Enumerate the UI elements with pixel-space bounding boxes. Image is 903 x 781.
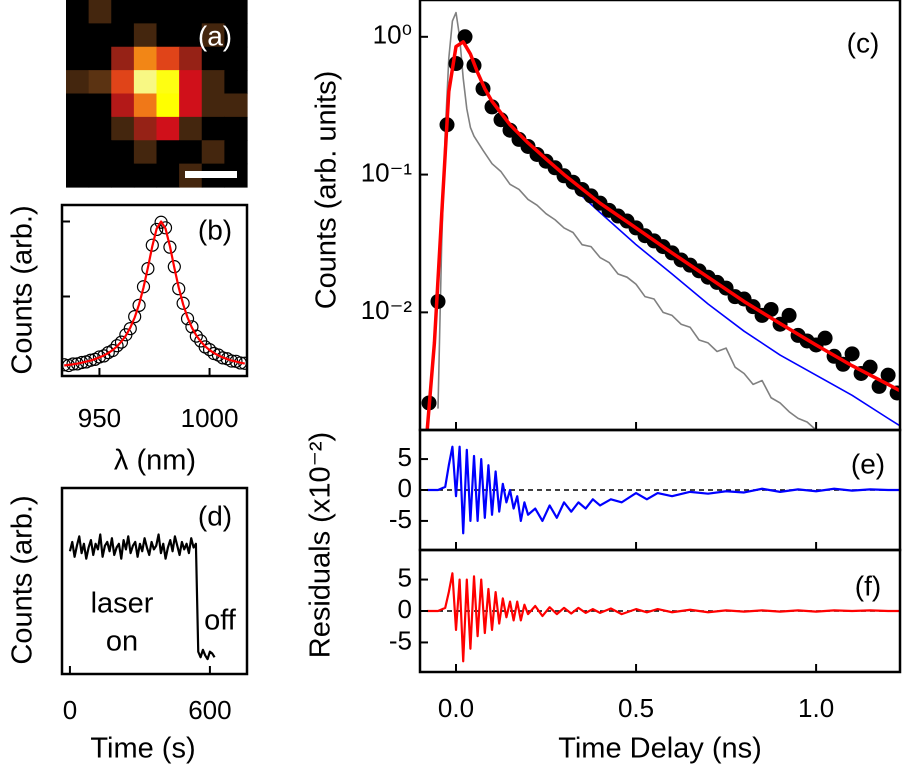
annotation: laser bbox=[91, 588, 154, 620]
y-tick-label: 0 bbox=[398, 594, 412, 624]
frame bbox=[420, 0, 900, 430]
data-line bbox=[427, 573, 900, 661]
scale-bar bbox=[185, 171, 237, 178]
heatmap-cell bbox=[111, 23, 134, 47]
y-axis-label: Counts (arb. units) bbox=[311, 71, 343, 310]
heatmap-cell bbox=[89, 140, 112, 164]
plot-area bbox=[422, 13, 903, 430]
y-tick-label: -5 bbox=[389, 504, 412, 534]
y-tick-label: 0 bbox=[398, 473, 412, 503]
heatmap-cell bbox=[202, 117, 225, 141]
x-axis-label: Time Delay (ns) bbox=[558, 733, 762, 765]
plot-area bbox=[420, 573, 900, 661]
heatmap-cell bbox=[224, 117, 247, 141]
x-tick-label: 600 bbox=[188, 695, 231, 725]
heatmap-cell bbox=[157, 47, 180, 71]
heatmap-cell bbox=[134, 23, 157, 47]
data-line bbox=[427, 42, 900, 430]
panel-label: (c) bbox=[847, 27, 880, 58]
x-axis-label: λ (nm) bbox=[114, 445, 196, 477]
heatmap-cell bbox=[111, 140, 134, 164]
annotation: off bbox=[204, 605, 237, 637]
annotation: on bbox=[106, 626, 138, 658]
heatmap-cell bbox=[134, 94, 157, 118]
y-tick-label: 10⁻² bbox=[361, 295, 413, 325]
x-axis-label: Time (s) bbox=[90, 733, 195, 765]
heatmap-cell bbox=[111, 164, 134, 188]
heatmap-cell bbox=[89, 70, 112, 94]
heatmap-cell bbox=[179, 94, 202, 118]
heatmap-cell bbox=[89, 164, 112, 188]
heatmap-cell bbox=[202, 70, 225, 94]
y-axis-label: Counts (arb.) bbox=[7, 495, 39, 664]
heatmap-cell bbox=[111, 94, 134, 118]
heatmap-cell bbox=[66, 23, 89, 47]
x-tick-label: 950 bbox=[78, 403, 121, 433]
heatmap-cell bbox=[224, 70, 247, 94]
y-tick-label: 5 bbox=[398, 562, 412, 592]
heatmap-cell bbox=[66, 70, 89, 94]
x-tick-label: 0.0 bbox=[438, 693, 474, 723]
heatmap-cell bbox=[66, 0, 89, 24]
heatmap-cell bbox=[179, 140, 202, 164]
heatmap-cell bbox=[89, 94, 112, 118]
heatmap-cell bbox=[202, 94, 225, 118]
figure: (a) 950 1000 λ (nm) Counts (arb.) (b) 10⁰ 10⁻¹ 1… bbox=[0, 0, 903, 781]
heatmap-cell bbox=[224, 94, 247, 118]
heatmap-cell bbox=[134, 117, 157, 141]
heatmap-cell bbox=[134, 164, 157, 188]
heatmap-cell bbox=[66, 117, 89, 141]
heatmap-cell bbox=[66, 140, 89, 164]
heatmap-cell bbox=[111, 117, 134, 141]
heatmap-cell bbox=[89, 0, 112, 24]
heatmap-cell bbox=[179, 70, 202, 94]
heatmap-cell bbox=[134, 47, 157, 71]
panel-label: (a) bbox=[198, 20, 232, 51]
heatmap-cell bbox=[134, 70, 157, 94]
heatmap-cell bbox=[134, 140, 157, 164]
heatmap-cell bbox=[111, 47, 134, 71]
heatmap-cell bbox=[89, 23, 112, 47]
heatmap-cell bbox=[224, 140, 247, 164]
heatmap-cell bbox=[66, 47, 89, 71]
y-axis-label: Counts (arb.) bbox=[7, 205, 39, 374]
y-tick-label: 5 bbox=[398, 442, 412, 472]
heatmap-cell bbox=[157, 70, 180, 94]
y-axis-label: Residuals (x10⁻²) bbox=[305, 432, 337, 658]
heatmap-cell bbox=[111, 70, 134, 94]
panel-label: (f) bbox=[855, 570, 881, 601]
heatmap-cell bbox=[157, 164, 180, 188]
data-line bbox=[427, 42, 900, 430]
heatmap-cell bbox=[157, 94, 180, 118]
heatmap-cell bbox=[179, 117, 202, 141]
x-tick-label: 1000 bbox=[181, 403, 239, 433]
x-tick-label: 0 bbox=[63, 695, 77, 725]
y-tick-label: 10⁰ bbox=[373, 20, 412, 50]
data-point bbox=[782, 308, 797, 323]
y-tick-label: 10⁻¹ bbox=[361, 157, 413, 187]
heatmap-cell bbox=[134, 0, 157, 24]
heatmap-cell bbox=[89, 117, 112, 141]
panel-label: (e) bbox=[851, 448, 885, 479]
heatmap-cell bbox=[89, 47, 112, 71]
page: (a) 950 1000 λ (nm) Counts (arb.) (b) 10⁰ 10⁻¹ 1… bbox=[0, 0, 903, 781]
heatmap-cell bbox=[202, 140, 225, 164]
data-point bbox=[845, 346, 860, 361]
panel-label: (b) bbox=[198, 214, 232, 245]
heatmap-cell bbox=[157, 140, 180, 164]
data-point bbox=[818, 331, 833, 346]
y-tick-label: -5 bbox=[389, 625, 412, 655]
heatmap-cell bbox=[157, 0, 180, 24]
heatmap-cell bbox=[66, 94, 89, 118]
heatmap-cell bbox=[66, 164, 89, 188]
x-tick-label: 1.0 bbox=[798, 693, 834, 723]
heatmap-cell bbox=[157, 23, 180, 47]
heatmap-cell bbox=[157, 117, 180, 141]
heatmap-cell bbox=[111, 0, 134, 24]
x-tick-label: 0.5 bbox=[618, 693, 654, 723]
plot-area bbox=[420, 447, 900, 534]
panel-label: (d) bbox=[198, 500, 232, 531]
